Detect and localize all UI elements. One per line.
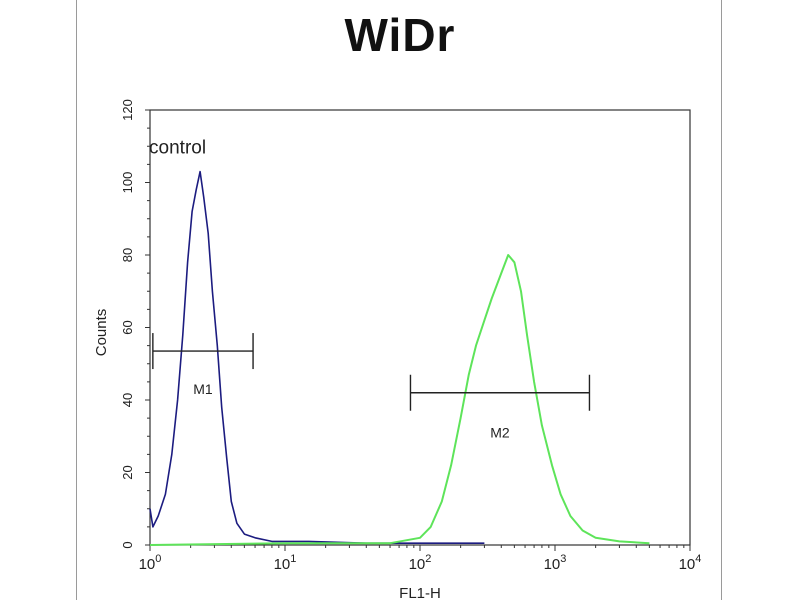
chart-title: WiDr [344,9,456,61]
x-tick-label: 103 [544,553,567,573]
y-tick-label: 0 [120,541,135,548]
y-tick-label: 60 [120,320,135,334]
series-line-1 [149,170,485,544]
marker-label-m1: M1 [193,381,213,397]
x-tick-label: 104 [679,553,702,573]
x-tick-label: 102 [409,553,432,573]
annotation-control: control [149,138,206,159]
plot-border [149,109,691,546]
y-tick-label: 100 [120,172,135,194]
y-tick-label: 20 [120,465,135,479]
x-tick-label: 101 [274,553,297,573]
figure-frame [76,0,722,600]
x-tick-label: 100 [139,553,162,573]
y-tick-label: 40 [120,393,135,407]
marker-label-m2: M2 [490,425,510,441]
y-axis-label: Counts [93,309,110,357]
x-axis-label: FL1-H [399,585,441,600]
y-tick-label: 80 [120,248,135,262]
plot-area: 0 20 40 60 80 100 120 100 101 102 103 104 M1 M2 contro… [120,99,701,573]
series-line-2 [149,254,650,546]
y-tick-label: 120 [120,99,135,121]
